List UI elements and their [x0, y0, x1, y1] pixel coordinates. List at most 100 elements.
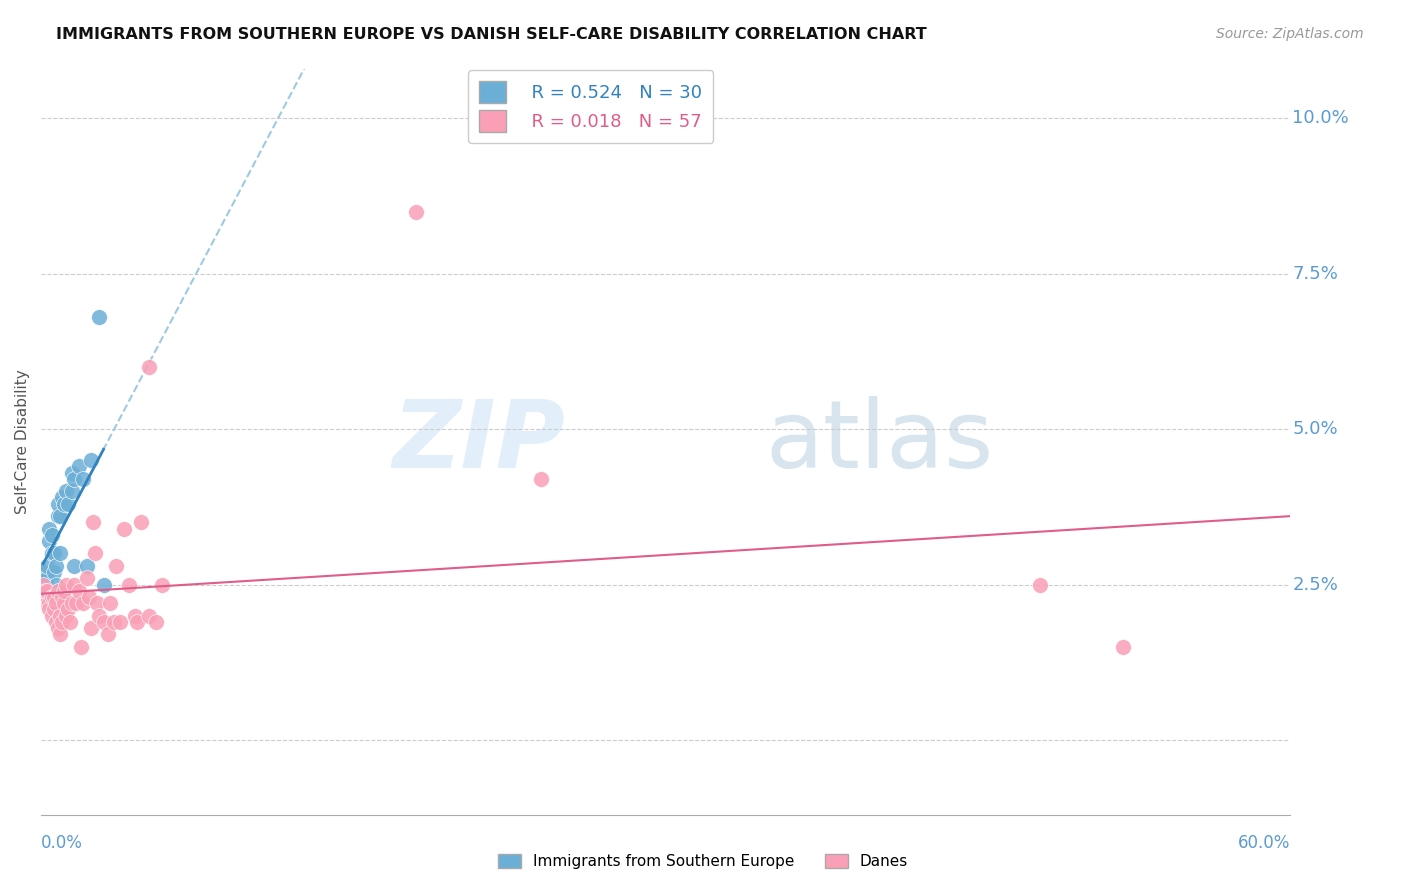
Text: ZIP: ZIP: [392, 395, 565, 488]
Point: [77, 590, 100, 604]
Point: [1029, 577, 1052, 591]
Point: [65, 596, 87, 610]
Point: [38, 522, 60, 536]
Point: [72, 596, 94, 610]
Text: 5.0%: 5.0%: [1292, 420, 1339, 438]
Point: [32, 565, 55, 579]
Point: [60, 484, 83, 499]
Point: [42, 546, 65, 560]
Text: 60.0%: 60.0%: [1237, 834, 1289, 852]
Text: 2.5%: 2.5%: [1292, 575, 1339, 593]
Text: Source: ZipAtlas.com: Source: ZipAtlas.com: [1216, 27, 1364, 41]
Point: [67, 583, 90, 598]
Point: [89, 608, 111, 623]
Point: [32, 577, 55, 591]
Point: [84, 546, 107, 560]
Point: [76, 558, 98, 573]
Point: [45, 577, 67, 591]
Point: [51, 590, 73, 604]
Point: [41, 546, 63, 560]
Point: [55, 608, 77, 623]
Point: [89, 310, 111, 325]
Point: [38, 534, 60, 549]
Text: 7.5%: 7.5%: [1292, 265, 1339, 283]
Text: IMMIGRANTS FROM SOUTHERN EUROPE VS DANISH SELF-CARE DISABILITY CORRELATION CHART: IMMIGRANTS FROM SOUTHERN EUROPE VS DANIS…: [56, 27, 927, 42]
Point: [55, 484, 77, 499]
Point: [63, 558, 86, 573]
Point: [72, 472, 94, 486]
Point: [80, 453, 103, 467]
Point: [405, 204, 427, 219]
Point: [105, 558, 128, 573]
Legend: Immigrants from Southern Europe, Danes: Immigrants from Southern Europe, Danes: [492, 848, 914, 875]
Point: [37, 596, 59, 610]
Point: [34, 583, 56, 598]
Point: [41, 590, 63, 604]
Point: [60, 596, 83, 610]
Point: [34, 577, 56, 591]
Point: [37, 571, 59, 585]
Point: [60, 466, 83, 480]
Point: [103, 615, 125, 629]
Point: [41, 608, 63, 623]
Point: [53, 583, 76, 598]
Point: [1112, 640, 1135, 654]
Point: [45, 596, 67, 610]
Point: [51, 615, 73, 629]
Point: [125, 615, 148, 629]
Point: [150, 577, 173, 591]
Point: [129, 516, 152, 530]
Point: [63, 577, 86, 591]
Point: [38, 602, 60, 616]
Y-axis label: Self-Care Disability: Self-Care Disability: [15, 369, 30, 514]
Point: [46, 583, 69, 598]
Point: [49, 509, 72, 524]
Point: [67, 459, 90, 474]
Legend:   R = 0.524   N = 30,   R = 0.018   N = 57: R = 0.524 N = 30, R = 0.018 N = 57: [468, 70, 713, 143]
Point: [93, 577, 115, 591]
Point: [45, 558, 67, 573]
Point: [59, 615, 82, 629]
Point: [55, 577, 77, 591]
Text: atlas: atlas: [765, 395, 994, 488]
Point: [80, 621, 103, 635]
Point: [138, 608, 160, 623]
Point: [82, 516, 104, 530]
Point: [42, 590, 65, 604]
Point: [76, 571, 98, 585]
Point: [56, 497, 79, 511]
Point: [42, 565, 65, 579]
Point: [51, 491, 73, 505]
Point: [530, 472, 553, 486]
Point: [38, 596, 60, 610]
Point: [53, 497, 76, 511]
Point: [41, 528, 63, 542]
Point: [145, 615, 167, 629]
Point: [97, 627, 120, 641]
Text: 0.0%: 0.0%: [41, 834, 83, 852]
Point: [37, 583, 59, 598]
Text: 10.0%: 10.0%: [1292, 109, 1350, 128]
Point: [98, 596, 121, 610]
Point: [45, 615, 67, 629]
Point: [46, 621, 69, 635]
Point: [108, 615, 131, 629]
Point: [124, 608, 146, 623]
Point: [63, 472, 86, 486]
Point: [46, 497, 69, 511]
Point: [112, 522, 135, 536]
Point: [46, 509, 69, 524]
Point: [56, 602, 79, 616]
Point: [53, 596, 76, 610]
Point: [42, 602, 65, 616]
Point: [69, 640, 91, 654]
Point: [34, 590, 56, 604]
Point: [86, 596, 108, 610]
Point: [117, 577, 139, 591]
Point: [93, 615, 115, 629]
Point: [37, 558, 59, 573]
Point: [49, 627, 72, 641]
Point: [49, 546, 72, 560]
Point: [138, 359, 160, 374]
Point: [49, 608, 72, 623]
